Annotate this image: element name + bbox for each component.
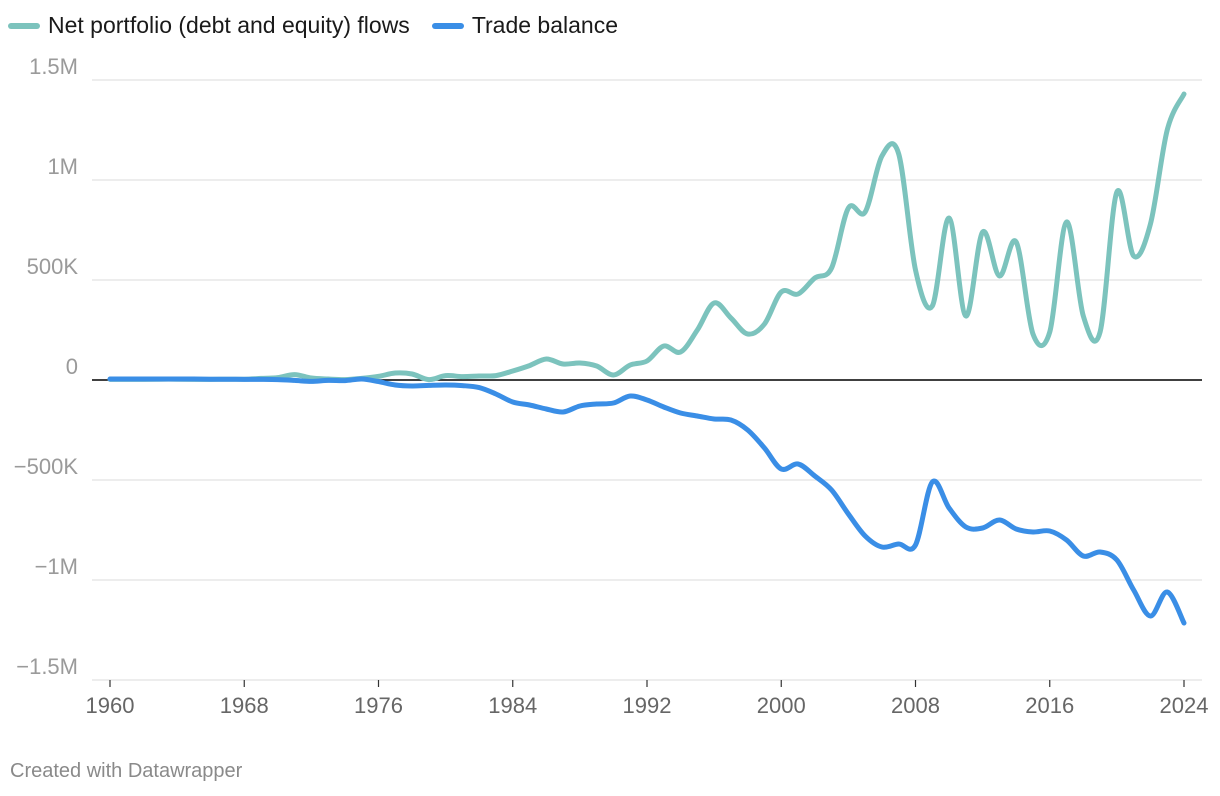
x-tick-label: 2000 — [757, 693, 806, 718]
y-tick-label: 500K — [27, 254, 79, 279]
x-tick-label: 1992 — [623, 693, 672, 718]
x-tick-label: 2024 — [1160, 693, 1209, 718]
y-tick-label: 1.5M — [29, 54, 78, 79]
series-line-net-portfolio[interactable] — [107, 91, 1187, 383]
y-tick-label: 0 — [66, 354, 78, 379]
legend-swatch-net-portfolio — [8, 22, 40, 29]
y-tick-label: −1.5M — [16, 654, 78, 679]
y-tick-label: −1M — [35, 554, 78, 579]
legend-item-trade-balance[interactable]: Trade balance — [431, 12, 618, 39]
legend: Net portfolio (debt and equity) flows Tr… — [8, 12, 618, 39]
series-line-trade-balance[interactable] — [107, 376, 1187, 626]
credit-text[interactable]: Created with Datawrapper — [10, 760, 243, 782]
x-tick-label: 2008 — [891, 693, 940, 718]
legend-item-net-portfolio[interactable]: Net portfolio (debt and equity) flows — [8, 12, 410, 39]
x-tick-label: 1984 — [488, 693, 537, 718]
x-tick-label: 1976 — [354, 693, 403, 718]
legend-label-trade-balance: Trade balance — [471, 12, 618, 38]
x-tick-label: 1968 — [220, 693, 269, 718]
legend-label-net-portfolio: Net portfolio (debt and equity) flows — [48, 12, 410, 38]
x-tick-label: 2016 — [1025, 693, 1074, 718]
x-tick-label: 1960 — [86, 693, 135, 718]
legend-swatch-trade-balance — [431, 22, 464, 29]
y-tick-label: −500K — [14, 454, 79, 479]
y-tick-label: 1M — [47, 154, 78, 179]
